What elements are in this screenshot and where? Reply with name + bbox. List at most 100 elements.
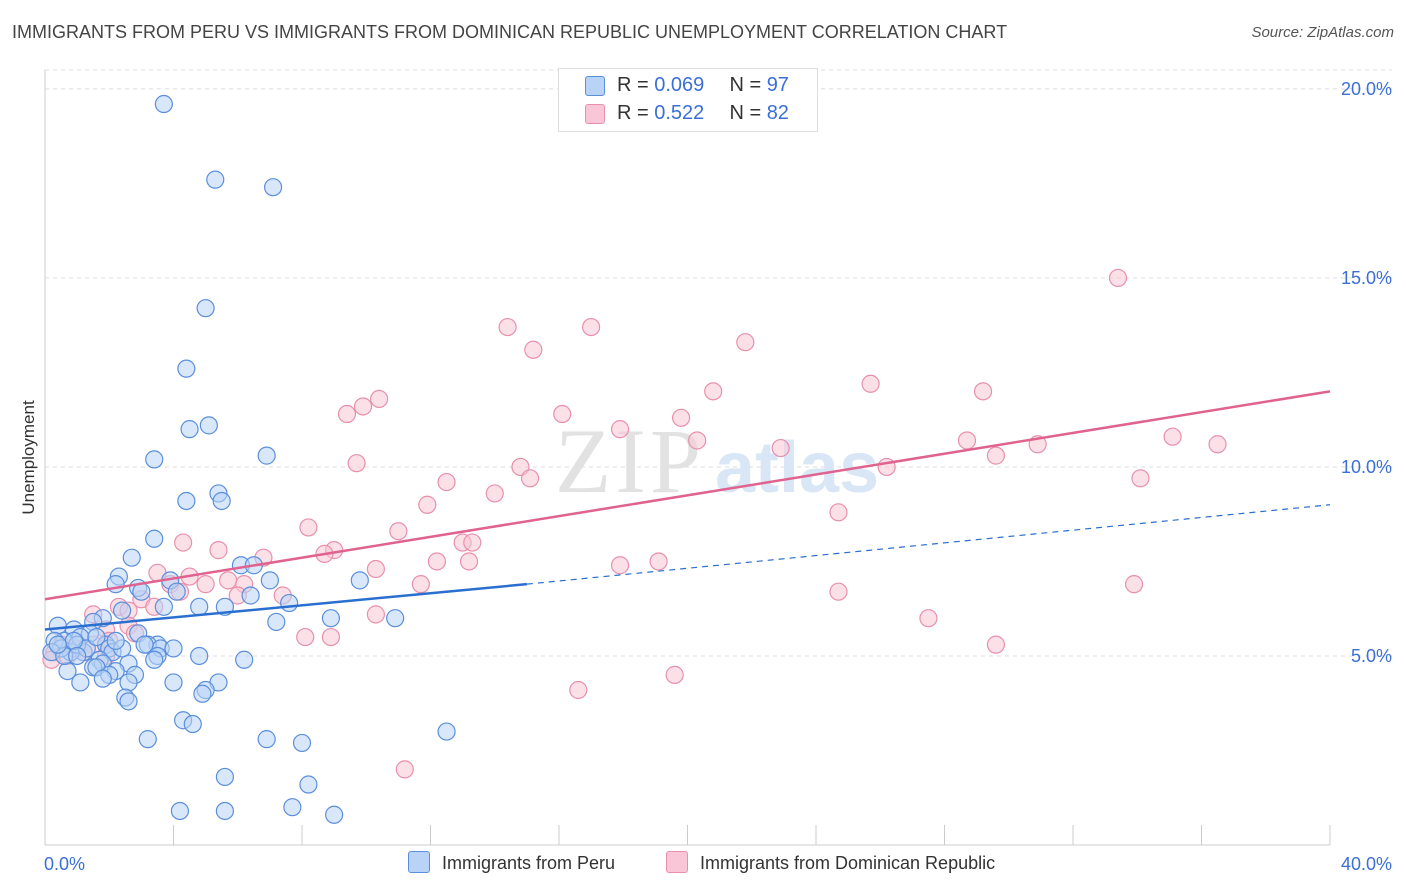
dominican-point — [299, 518, 318, 537]
peru-point — [177, 491, 196, 511]
dominican-point — [582, 317, 601, 337]
y-axis-title: Unemployment — [19, 400, 38, 515]
dominican-point — [829, 582, 848, 601]
peru-point — [138, 730, 157, 749]
dominican-point — [688, 431, 707, 450]
peru-point — [48, 616, 67, 635]
peru-point — [71, 673, 90, 692]
r-value: 0.522 — [654, 102, 705, 124]
dominican-point — [861, 374, 880, 393]
peru-point — [350, 571, 369, 590]
dominican-point — [370, 389, 389, 409]
dominican-point — [463, 533, 482, 552]
dominican-point — [829, 503, 848, 522]
peru-point — [68, 646, 87, 666]
dominican-point — [520, 469, 540, 488]
peru-point — [164, 673, 183, 692]
peru-point — [167, 582, 186, 601]
dominican-point — [1131, 469, 1150, 488]
peru-point — [196, 299, 215, 318]
peru-point — [257, 730, 276, 749]
dominican-point — [418, 495, 437, 514]
peru-point — [145, 650, 164, 669]
n-value: 97 — [766, 74, 789, 96]
dominican-point — [704, 382, 723, 401]
peru-point — [267, 612, 286, 632]
peru-point — [106, 631, 125, 650]
dominican-point — [427, 552, 447, 571]
stats-legend-text: R = 0.069 N = 97 — [617, 74, 789, 97]
dominican-point — [389, 522, 408, 541]
dominican-point — [296, 627, 315, 647]
chart-source: Source: ZipAtlas.com — [1251, 24, 1394, 41]
dominican-point — [366, 605, 385, 624]
peru-point — [87, 627, 106, 647]
dominican-point — [1208, 435, 1227, 454]
dominican-point — [321, 627, 341, 647]
peru-point — [119, 692, 138, 711]
dominican-point — [353, 397, 373, 416]
dominican-point — [973, 382, 993, 401]
peru-point — [145, 529, 164, 548]
dominican-point — [498, 317, 517, 337]
peru-point — [145, 450, 164, 469]
chart-title: IMMIGRANTS FROM PERU VS IMMIGRANTS FROM … — [12, 22, 1008, 42]
trend-lines — [44, 390, 1331, 631]
peru-point — [177, 359, 196, 378]
x-tick-label: 40.0% — [1341, 854, 1392, 874]
dominican-point — [771, 438, 790, 458]
peru-point — [235, 650, 254, 669]
peru-point — [154, 94, 173, 114]
peru-point — [283, 798, 302, 817]
peru-point — [135, 635, 154, 654]
legend-item-peru: Immigrants from Peru — [408, 851, 615, 874]
dominican-point — [1163, 427, 1182, 446]
peru-point — [48, 635, 67, 654]
y-tick-label: 5.0% — [1351, 646, 1392, 666]
dominican-point — [347, 454, 366, 473]
stats-legend: R = 0.069 N = 97 R = 0.522 N = 82 — [558, 68, 818, 132]
dominican-point — [553, 404, 572, 424]
peru-point — [119, 673, 138, 692]
n-label: N = — [729, 102, 762, 124]
tick-labels: 5.0% 10.0% 15.0% 20.0% 0.0% 40.0% Unemployment — [19, 79, 1392, 874]
stats-legend-text: R = 0.522 N = 82 — [617, 102, 789, 125]
legend-item-dominican: Immigrants from Dominican Republic — [666, 851, 995, 874]
dominican-point — [986, 635, 1006, 654]
peru-point — [215, 767, 234, 787]
peru-trend-line — [44, 582, 527, 631]
dominican-point — [411, 575, 430, 594]
peru-point — [280, 593, 299, 613]
dominican-point — [610, 420, 630, 439]
peru-point — [190, 646, 209, 666]
peru-point — [164, 639, 183, 658]
peru-point — [183, 714, 202, 734]
dominican-point — [209, 541, 228, 560]
peru-point — [64, 631, 84, 650]
y-tick-label: 20.0% — [1341, 79, 1392, 99]
n-value: 82 — [766, 102, 789, 124]
dominican-legend-label: Immigrants from Dominican Republic — [700, 853, 996, 873]
peru-trend-extension — [526, 504, 1331, 585]
watermark: ZIP atlas — [555, 410, 879, 512]
dominican-point — [569, 680, 588, 700]
dominican-point — [736, 333, 755, 352]
dominican-point — [459, 552, 479, 571]
r-label: R = — [617, 74, 649, 96]
peru-point — [325, 805, 344, 824]
dominican-point — [366, 559, 385, 579]
dominican-point — [610, 556, 630, 575]
dominican-point — [395, 760, 414, 779]
peru-point — [260, 571, 279, 590]
peru-point — [321, 609, 341, 628]
peru-point — [180, 420, 199, 439]
peru-point — [199, 416, 218, 435]
peru-legend-swatch — [408, 851, 430, 873]
x-tick-label: 0.0% — [44, 854, 85, 874]
peru-point — [263, 178, 283, 197]
peru-point — [257, 446, 276, 465]
dominican-point — [196, 575, 215, 594]
peru-point — [122, 548, 141, 567]
peru-point — [437, 722, 456, 741]
peru-point — [386, 609, 405, 628]
